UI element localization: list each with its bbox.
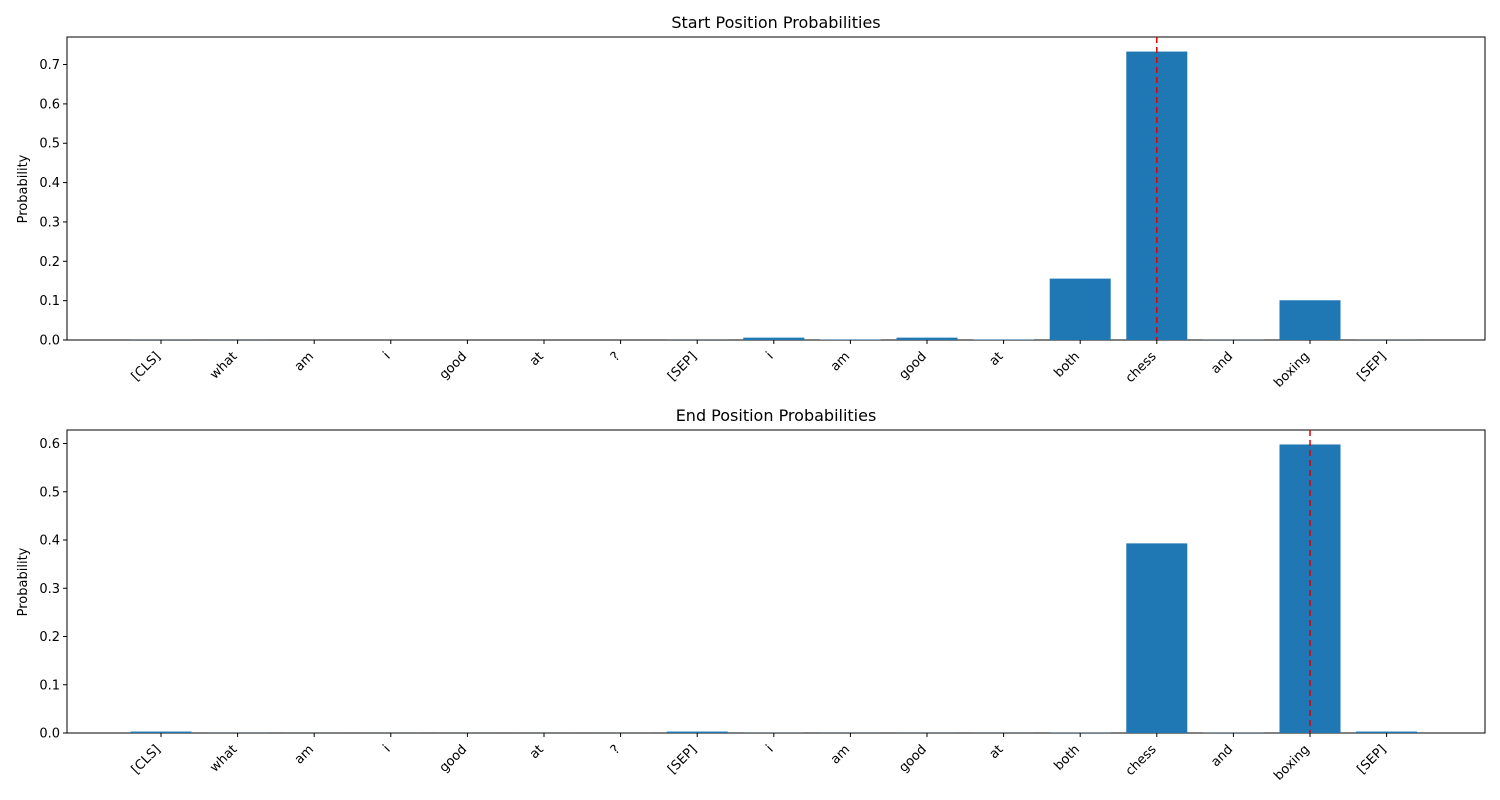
chart-title: End Position Probabilities	[676, 406, 877, 425]
bar	[1049, 278, 1111, 340]
bar	[130, 731, 192, 733]
y-tick-label: 0.0	[39, 334, 60, 349]
x-tick-label: and	[1208, 349, 1236, 377]
x-tick-label: i	[763, 349, 776, 362]
y-axis-label: Probability	[16, 547, 31, 616]
y-tick-label: 0.5	[39, 485, 60, 500]
x-tick-label: good	[437, 742, 471, 776]
bar	[1126, 51, 1188, 341]
x-tick-label: good	[437, 349, 471, 383]
x-tick-label: [SEP]	[1354, 349, 1389, 384]
x-tick-label: [SEP]	[665, 349, 700, 384]
y-axis-label: Probability	[16, 154, 31, 223]
y-tick-label: 0.4	[39, 176, 60, 191]
x-tick-label: and	[1208, 742, 1236, 770]
x-tick-label: at	[987, 742, 1007, 762]
y-tick-label: 0.3	[39, 215, 60, 230]
bar	[743, 337, 805, 340]
plot-frame	[66, 36, 1486, 341]
x-tick-label: what	[207, 349, 240, 382]
x-tick-label: both	[1052, 349, 1083, 380]
y-tick-label: 0.7	[39, 58, 60, 73]
x-tick-label: at	[527, 742, 547, 762]
x-tick-label: chess	[1123, 349, 1160, 386]
y-tick-label: 0.5	[39, 137, 60, 152]
y-tick-label: 0.2	[39, 630, 60, 645]
x-tick-label: am	[828, 349, 853, 374]
x-tick-label: chess	[1123, 742, 1160, 779]
start-position-panel: Start Position Probabilities Probability…	[16, 13, 1486, 391]
y-tick-label: 0.1	[39, 294, 60, 309]
x-tick-label: am	[828, 742, 853, 767]
x-tick-label: [CLS]	[129, 742, 164, 777]
x-tick-label: boxing	[1271, 349, 1312, 390]
x-tick-label: good	[896, 742, 930, 776]
y-tick-label: 0.4	[39, 534, 60, 549]
x-tick-label: am	[292, 349, 317, 374]
chart-title: Start Position Probabilities	[671, 13, 880, 32]
x-tick-label: at	[527, 349, 547, 369]
y-tick-label: 0.2	[39, 255, 60, 270]
plot-frame	[66, 429, 1486, 734]
bar	[1356, 731, 1418, 733]
x-tick-label: am	[292, 742, 317, 767]
y-tick-label: 0.6	[39, 437, 60, 452]
x-tick-label: [SEP]	[665, 742, 700, 777]
x-tick-label: good	[896, 349, 930, 383]
bar	[1279, 444, 1341, 733]
bar	[1279, 300, 1341, 340]
x-tick-label: ?	[608, 349, 623, 364]
x-tick-label: [SEP]	[1354, 742, 1389, 777]
bar	[896, 337, 958, 340]
y-tick-label: 0.1	[39, 678, 60, 693]
x-tick-label: i	[380, 349, 393, 362]
x-tick-label: both	[1052, 742, 1083, 773]
x-tick-label: i	[380, 742, 393, 755]
bar	[1126, 543, 1188, 733]
y-tick-label: 0.0	[39, 727, 60, 742]
end-position-panel: End Position Probabilities Probability 0…	[16, 406, 1486, 784]
bar	[666, 731, 728, 733]
x-tick-label: i	[763, 742, 776, 755]
x-tick-label: [CLS]	[129, 349, 164, 384]
x-tick-label: boxing	[1271, 742, 1312, 783]
y-tick-label: 0.3	[39, 582, 60, 597]
y-tick-label: 0.6	[39, 97, 60, 112]
x-tick-label: ?	[608, 742, 623, 757]
x-tick-label: what	[207, 742, 240, 775]
x-tick-label: at	[987, 349, 1007, 369]
